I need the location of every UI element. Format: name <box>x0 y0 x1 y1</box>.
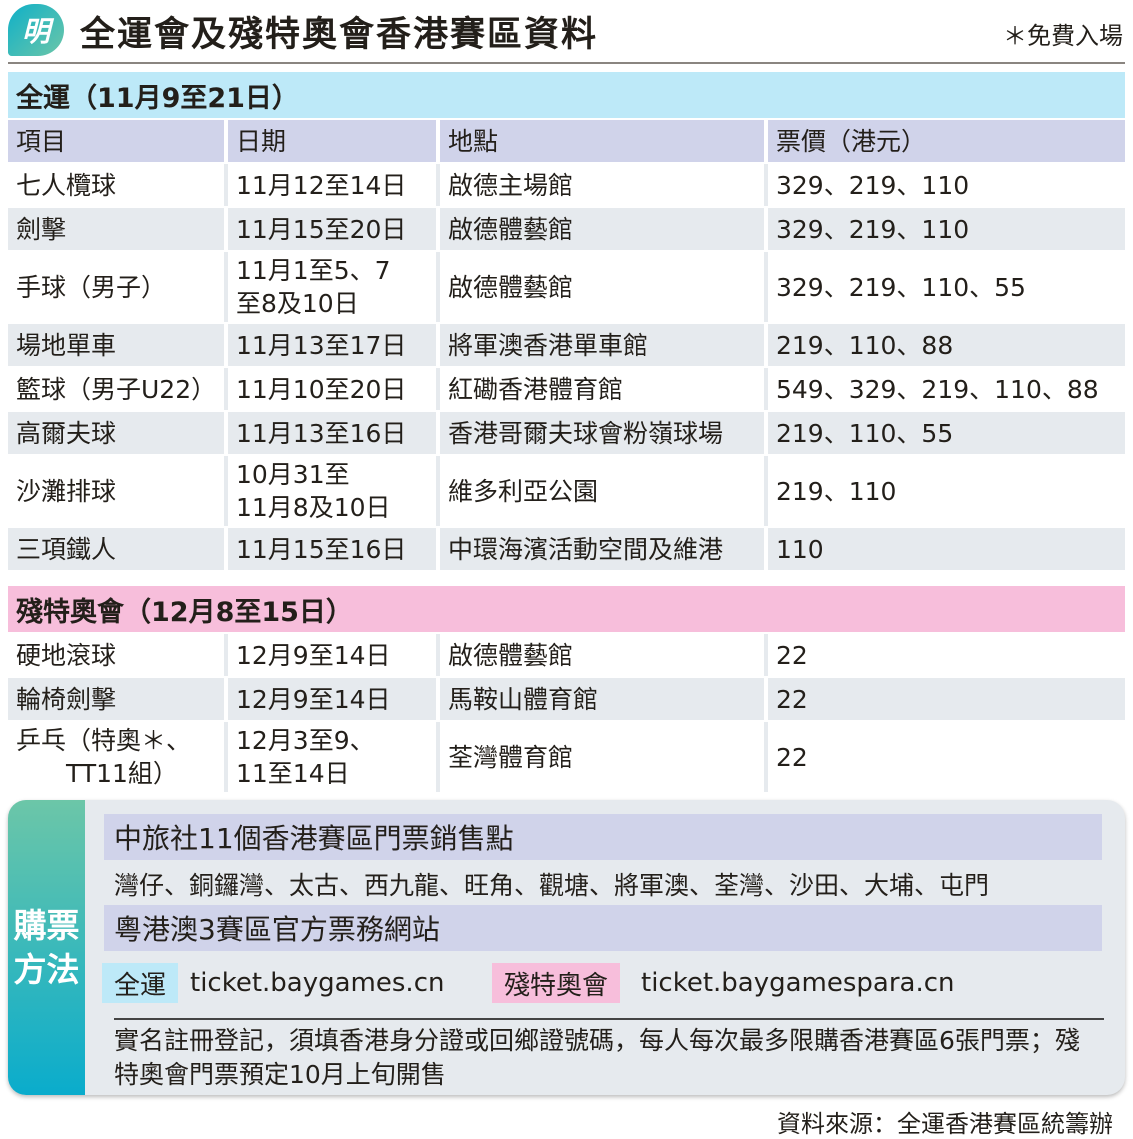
venue-cell: 啟德體藝館 <box>440 208 764 250</box>
table-row: 籃球（男子U22） 11月10至20日 紅磡香港體育館 549、329、219、110… <box>8 368 1125 410</box>
price-cell: 549、329、219、110、88 <box>768 368 1125 410</box>
col-date: 日期 <box>228 120 436 162</box>
para-tag: 殘特奧會 <box>492 963 621 1003</box>
para-section-title: 殘特奧會（12月8至15日） <box>8 586 1125 632</box>
event-cell: 七人欖球 <box>8 164 224 206</box>
event-cell: 場地單車 <box>8 324 224 366</box>
date-cell: 11月10至20日 <box>228 368 436 410</box>
date-cell: 12月3至9、 11至14日 <box>228 722 436 792</box>
venue-cell: 啟德主場館 <box>440 164 764 206</box>
outlets-title: 中旅社11個香港賽區門票銷售點 <box>104 814 1102 860</box>
purchase-label: 購票 方法 <box>8 800 85 1095</box>
table-row: 七人欖球 11月12至14日 啟德主場館 329、219、110 <box>8 164 1125 206</box>
venue-cell: 中環海濱活動空間及維港 <box>440 528 764 570</box>
games-section-title: 全運（11月9至21日） <box>8 72 1125 118</box>
free-entry-note: ＊免費入場 <box>1003 22 1123 50</box>
date-cell: 11月13至16日 <box>228 412 436 454</box>
venue-cell: 啟德體藝館 <box>440 252 764 322</box>
venue-cell: 荃灣體育館 <box>440 722 764 792</box>
source-note: 資料來源：全運香港賽區統籌辦 <box>777 1110 1113 1138</box>
col-price: 票價（港元） <box>768 120 1125 162</box>
col-event: 項目 <box>8 120 224 162</box>
column-header-row: 項目 日期 地點 票價（港元） <box>8 120 1125 162</box>
divider <box>8 62 1125 64</box>
para-table: 殘特奧會（12月8至15日） 硬地滾球 12月9至14日 啟德體藝館 22 輪椅劍擊 12… <box>8 586 1125 792</box>
table-row: 劍擊 11月15至20日 啟德體藝館 329、219、110 <box>8 208 1125 250</box>
table-row: 乒乓（特奧＊、 TT11組） 12月3至9、 11至14日 荃灣體育館 22 <box>8 722 1125 792</box>
price-cell: 22 <box>768 722 1125 792</box>
venue-cell: 香港哥爾夫球會粉嶺球場 <box>440 412 764 454</box>
event-cell: 硬地滾球 <box>8 634 224 676</box>
event-cell: 籃球（男子U22） <box>8 368 224 410</box>
logo: 明 <box>8 4 64 56</box>
venue-cell: 將軍澳香港單車館 <box>440 324 764 366</box>
table-row: 場地單車 11月13至17日 將軍澳香港單車館 219、110、88 <box>8 324 1125 366</box>
event-cell: 沙灘排球 <box>8 456 224 526</box>
price-cell: 22 <box>768 678 1125 720</box>
table-row: 手球（男子） 11月1至5、7 至8及10日 啟德體藝館 329、219、110、55 <box>8 252 1125 322</box>
games-url[interactable]: ticket.baygames.cn <box>190 968 445 998</box>
price-cell: 329、219、110、55 <box>768 252 1125 322</box>
date-cell: 11月15至16日 <box>228 528 436 570</box>
venue-cell: 維多利亞公園 <box>440 456 764 526</box>
table-row: 輪椅劍擊 12月9至14日 馬鞍山體育館 22 <box>8 678 1125 720</box>
price-cell: 219、110 <box>768 456 1125 526</box>
purchase-note: 實名註冊登記，須填香港身分證或回鄉證號碼，每人每次最多限購香港賽區6張門票；殘特… <box>114 1018 1104 1092</box>
outlets-list: 灣仔、銅鑼灣、太古、西九龍、旺角、觀塘、將軍澳、荃灣、沙田、大埔、屯門 <box>114 871 990 900</box>
event-cell: 輪椅劍擊 <box>8 678 224 720</box>
table-row: 硬地滾球 12月9至14日 啟德體藝館 22 <box>8 634 1125 676</box>
col-venue: 地點 <box>440 120 764 162</box>
date-cell: 11月13至17日 <box>228 324 436 366</box>
date-cell: 11月1至5、7 至8及10日 <box>228 252 436 322</box>
date-cell: 12月9至14日 <box>228 678 436 720</box>
event-cell: 三項鐵人 <box>8 528 224 570</box>
games-table: 全運（11月9至21日） 項目 日期 地點 票價（港元） 七人欖球 11月12至1… <box>8 72 1125 570</box>
event-cell: 乒乓（特奧＊、 TT11組） <box>8 722 224 792</box>
event-cell: 手球（男子） <box>8 252 224 322</box>
web-title: 粵港澳3賽區官方票務網站 <box>104 905 1102 951</box>
price-cell: 329、219、110 <box>768 208 1125 250</box>
event-cell: 劍擊 <box>8 208 224 250</box>
table-row: 高爾夫球 11月13至16日 香港哥爾夫球會粉嶺球場 219、110、55 <box>8 412 1125 454</box>
games-tag: 全運 <box>102 963 179 1003</box>
event-cell: 高爾夫球 <box>8 412 224 454</box>
price-cell: 219、110、88 <box>768 324 1125 366</box>
price-cell: 219、110、55 <box>768 412 1125 454</box>
price-cell: 329、219、110 <box>768 164 1125 206</box>
table-row: 沙灘排球 10月31至 11月8及10日 維多利亞公園 219、110 <box>8 456 1125 526</box>
venue-cell: 馬鞍山體育館 <box>440 678 764 720</box>
date-cell: 10月31至 11月8及10日 <box>228 456 436 526</box>
price-cell: 110 <box>768 528 1125 570</box>
date-cell: 11月15至20日 <box>228 208 436 250</box>
date-cell: 11月12至14日 <box>228 164 436 206</box>
date-cell: 12月9至14日 <box>228 634 436 676</box>
page-title: 全運會及殘特奧會香港賽區資料 <box>80 15 599 55</box>
para-url[interactable]: ticket.baygamespara.cn <box>641 968 955 998</box>
purchase-info: 購票 方法 中旅社11個香港賽區門票銷售點 灣仔、銅鑼灣、太古、西九龍、旺角、觀… <box>8 800 1125 1095</box>
venue-cell: 啟德體藝館 <box>440 634 764 676</box>
table-row: 三項鐵人 11月15至16日 中環海濱活動空間及維港 110 <box>8 528 1125 570</box>
venue-cell: 紅磡香港體育館 <box>440 368 764 410</box>
price-cell: 22 <box>768 634 1125 676</box>
